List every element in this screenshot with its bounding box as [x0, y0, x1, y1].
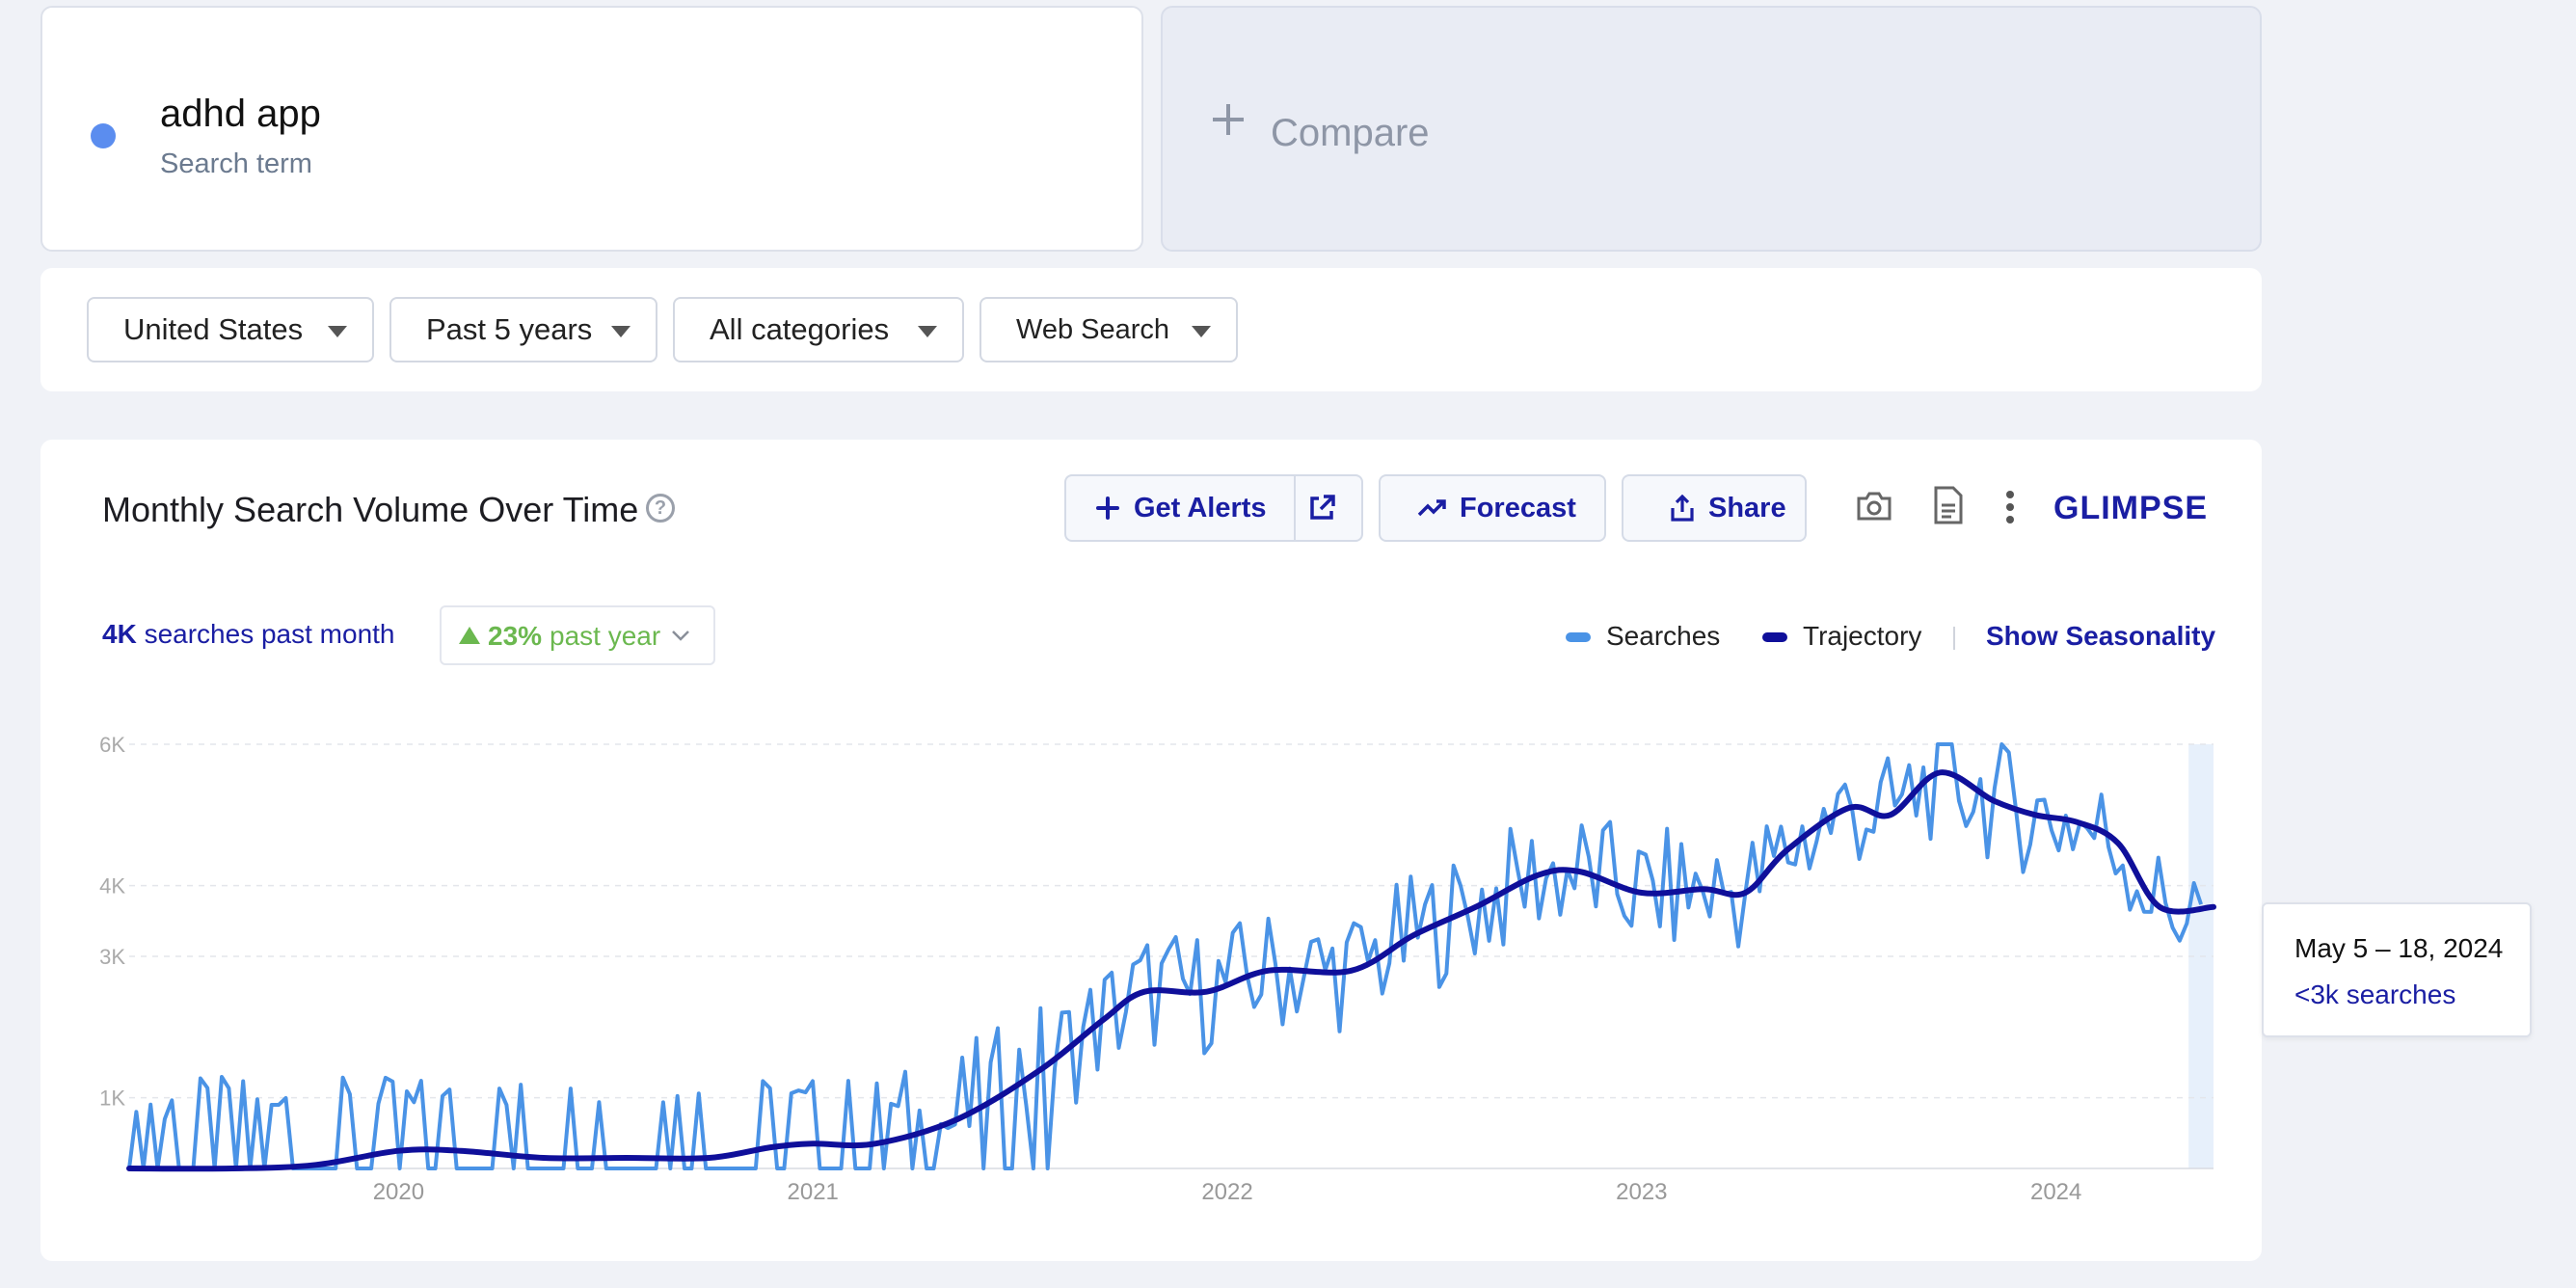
tooltip-date: May 5 – 18, 2024 [2294, 933, 2504, 963]
searches-series-line [127, 742, 2203, 1170]
time-range-dropdown[interactable]: Past 5 years [389, 297, 657, 362]
legend-divider [1953, 627, 1955, 650]
x-tick-label: 2020 [373, 1179, 424, 1205]
open-external-button[interactable] [1294, 474, 1363, 542]
x-tick-label: 2021 [788, 1179, 839, 1205]
get-alerts-label: Get Alerts [1134, 492, 1267, 523]
growth-percent: 23% [488, 621, 543, 651]
plus-icon [1096, 496, 1119, 520]
category-dropdown[interactable]: All categories [673, 297, 964, 362]
share-icon [1671, 495, 1694, 522]
x-tick-label: 2023 [1616, 1179, 1667, 1205]
compare-label: Compare [1271, 112, 1430, 154]
plus-icon [1213, 104, 1244, 135]
caret-down-icon [918, 326, 937, 337]
x-tick-label: 2024 [2030, 1179, 2081, 1205]
y-tick-label: 3K [99, 945, 125, 969]
search-term-card[interactable]: adhd app Search term [40, 6, 1143, 252]
share-button[interactable]: Share [1622, 474, 1807, 542]
search-type-dropdown-label: Web Search [1016, 313, 1170, 345]
legend-searches-label: Searches [1606, 621, 1721, 651]
chart-tooltip: May 5 – 18, 2024 <3k searches [2262, 902, 2532, 1037]
caret-down-icon [328, 326, 347, 337]
growth-dropdown[interactable]: 23% past year [440, 605, 715, 665]
chart-title: Monthly Search Volume Over Time [102, 490, 639, 529]
caret-down-icon [611, 326, 631, 337]
growth-label: past year [550, 621, 661, 651]
brand-logo: GLIMPSE [2053, 490, 2209, 526]
show-seasonality-link[interactable]: Show Seasonality [1986, 621, 2216, 651]
forecast-label: Forecast [1460, 492, 1576, 523]
growth-up-triangle-icon [459, 627, 480, 644]
tooltip-value: <3k searches [2294, 979, 2456, 1009]
help-icon[interactable]: ? [646, 494, 675, 523]
chevron-down-icon [672, 631, 689, 641]
series-color-dot [91, 123, 116, 148]
y-tick-label: 6K [99, 733, 125, 757]
camera-icon[interactable] [1855, 490, 1893, 523]
monthly-searches-value: 4K [102, 619, 137, 649]
search-volume-chart[interactable]: 1K 3K 4K 6K 2020 2021 2022 2023 2024 [40, 440, 2262, 1261]
search-type-dropdown[interactable]: Web Search [979, 297, 1238, 362]
chart-panel: Monthly Search Volume Over Time ? Get Al… [40, 440, 2262, 1261]
caret-down-icon [1192, 326, 1211, 337]
document-icon[interactable] [1932, 486, 1965, 524]
monthly-searches-stat: 4K searches past month [102, 619, 395, 650]
legend-trajectory-label: Trajectory [1803, 621, 1922, 651]
forecast-button[interactable]: Forecast [1379, 474, 1606, 542]
search-term-subtitle: Search term [160, 148, 312, 179]
category-dropdown-label: All categories [710, 312, 890, 346]
external-link-icon [1310, 495, 1335, 520]
country-dropdown-label: United States [123, 312, 304, 346]
legend-searches-swatch [1566, 632, 1591, 642]
trend-up-icon [1417, 499, 1446, 517]
filter-bar: United States Past 5 years All categorie… [40, 268, 2262, 391]
trajectory-series-line [126, 769, 2216, 1172]
compare-button[interactable]: Compare [1161, 6, 2262, 252]
country-dropdown[interactable]: United States [87, 297, 374, 362]
more-options-icon[interactable] [2005, 490, 2015, 524]
y-tick-label: 1K [99, 1087, 125, 1111]
search-term-title: adhd app [160, 93, 321, 135]
monthly-searches-label: searches past month [144, 619, 395, 649]
x-tick-label: 2022 [1201, 1179, 1252, 1205]
legend-trajectory-swatch [1762, 632, 1787, 642]
get-alerts-button[interactable]: Get Alerts [1064, 474, 1296, 542]
y-tick-label: 4K [99, 874, 125, 899]
share-label: Share [1708, 492, 1786, 523]
time-range-dropdown-label: Past 5 years [426, 312, 593, 346]
